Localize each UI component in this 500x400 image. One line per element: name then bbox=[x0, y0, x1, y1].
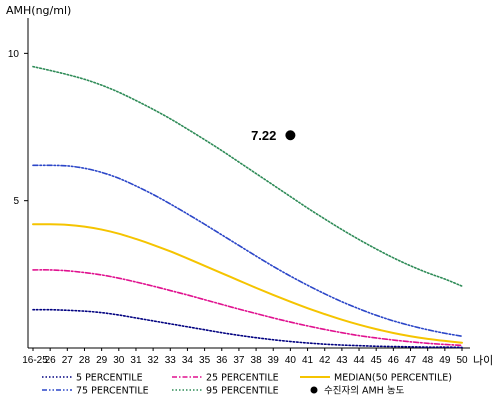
y-tick-label: 10 bbox=[8, 49, 20, 60]
patient-marker: 7.22 bbox=[251, 128, 296, 143]
x-tick-label: 41 bbox=[302, 355, 314, 366]
x-tick-label: 42 bbox=[319, 355, 331, 366]
legend-patient-dot bbox=[310, 386, 318, 394]
x-tick-label: 37 bbox=[233, 355, 245, 366]
patient-value-label: 7.22 bbox=[251, 128, 276, 143]
x-tick-label: 46 bbox=[388, 355, 400, 366]
series-line-25-percentile bbox=[32, 269, 463, 347]
legend: 5 PERCENTILE 25 PERCENTILE MEDIAN(50 PERCE… bbox=[42, 373, 452, 397]
x-tick-label: 39 bbox=[268, 355, 280, 366]
x-tick-label: 36 bbox=[216, 355, 228, 366]
x-tick-label: 47 bbox=[405, 355, 417, 366]
x-tick-label: 43 bbox=[336, 355, 348, 366]
x-tick-label: 48 bbox=[422, 355, 434, 366]
x-tick-label: 31 bbox=[130, 355, 142, 366]
x-tick-label: 16-25 bbox=[22, 355, 48, 366]
y-ticks: 5 10 bbox=[8, 49, 28, 207]
series-line-95-percentile bbox=[32, 65, 463, 287]
x-tick-label: 34 bbox=[182, 355, 194, 366]
x-tick-label: 30 bbox=[113, 355, 125, 366]
y-axis-label: AMH(ng/ml) bbox=[6, 4, 71, 17]
series-line-median-50-percentile bbox=[32, 223, 463, 344]
x-tick-label: 32 bbox=[148, 355, 160, 366]
x-tick-label: 38 bbox=[251, 355, 263, 366]
series-line-5-percentile bbox=[32, 308, 463, 349]
y-tick-label: 5 bbox=[13, 196, 19, 207]
series-line-75-percentile bbox=[32, 164, 463, 338]
legend-label: 95 PERCENTILE bbox=[206, 386, 279, 397]
x-axis-label: 나이 bbox=[473, 354, 493, 367]
legend-label: 5 PERCENTILE bbox=[76, 373, 143, 384]
legend-label: 25 PERCENTILE bbox=[206, 373, 279, 384]
legend-label: MEDIAN(50 PERCENTILE) bbox=[334, 373, 452, 384]
x-tick-label: 49 bbox=[439, 355, 451, 366]
x-tick-label: 40 bbox=[285, 355, 297, 366]
x-tick-label: 28 bbox=[79, 355, 91, 366]
series-lines bbox=[32, 65, 463, 349]
x-tick-label: 26 bbox=[45, 355, 57, 366]
x-tick-label: 33 bbox=[165, 355, 177, 366]
x-tick-label: 35 bbox=[199, 355, 211, 366]
x-tick-label: 50 bbox=[456, 355, 468, 366]
x-tick-label: 44 bbox=[353, 355, 365, 366]
x-tick-label: 27 bbox=[62, 355, 74, 366]
x-tick-label: 45 bbox=[371, 355, 383, 366]
x-tick-label: 29 bbox=[96, 355, 108, 366]
patient-point bbox=[285, 130, 296, 141]
legend-label: 75 PERCENTILE bbox=[76, 386, 149, 397]
legend-label: 수진자의 AMH 농도 bbox=[324, 386, 405, 397]
